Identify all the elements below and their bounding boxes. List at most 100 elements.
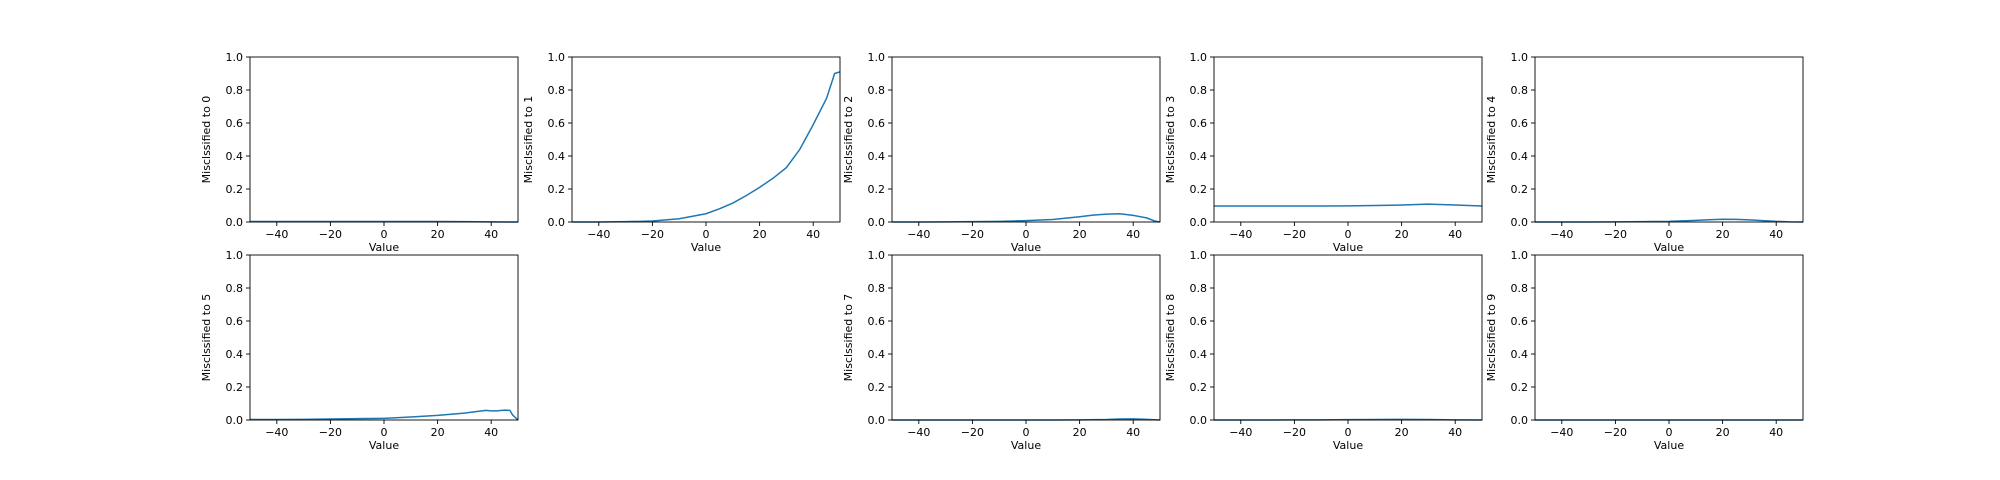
y-axis-label: Misclssified to 8 [1164, 294, 1177, 382]
y-tick-label: 0.8 [1511, 282, 1529, 295]
series-line [1214, 203, 1482, 207]
axes-frame [249, 56, 519, 223]
x-axis-label: Value [1654, 241, 1684, 254]
y-tick-label: 0.0 [1511, 414, 1529, 427]
y-axis-label: Misclssified to 4 [1485, 96, 1498, 184]
x-tick-label: 20 [431, 426, 445, 439]
axes-frame [891, 254, 1161, 421]
x-tick-label: 0 [1666, 228, 1673, 241]
y-tick-label: 0.0 [1511, 216, 1529, 229]
axes-frame [1534, 56, 1804, 223]
y-tick-label: 1.0 [226, 51, 244, 64]
x-axis-label: Value [691, 241, 721, 254]
x-tick-label: 20 [1395, 228, 1409, 241]
y-tick-label: 0.2 [1511, 381, 1529, 394]
x-tick-label: −40 [587, 228, 610, 241]
y-tick-label: 1.0 [868, 51, 886, 64]
y-tick-label: 0.6 [548, 117, 566, 130]
x-tick-label: 0 [1345, 426, 1352, 439]
y-tick-label: 0.6 [1511, 117, 1529, 130]
x-tick-label: −20 [319, 426, 342, 439]
x-tick-label: −20 [1604, 228, 1627, 241]
subplot-0: −40 −20 0 20 40 0.0 0.2 0.4 0.6 0.8 1.0 Value Miscls… [200, 51, 519, 254]
x-tick-label: −40 [1229, 426, 1252, 439]
x-tick-label: −20 [1283, 228, 1306, 241]
x-axis-label: Value [369, 241, 399, 254]
x-axis-label: Value [369, 439, 399, 452]
y-tick-label: 0.8 [1511, 84, 1529, 97]
axes-frame [1213, 56, 1483, 223]
y-tick-label: 1.0 [1511, 51, 1529, 64]
y-tick-label: 1.0 [226, 249, 244, 262]
y-tick-label: 1.0 [1511, 249, 1529, 262]
x-axis-label: Value [1011, 241, 1041, 254]
x-tick-label: 40 [1448, 228, 1462, 241]
subplot-7: −40 −20 0 20 40 0.0 0.2 0.4 0.6 0.8 1.0 Value Miscls… [1164, 249, 1483, 452]
y-tick-label: 0.6 [1190, 117, 1208, 130]
x-tick-label: 40 [806, 228, 820, 241]
y-tick-label: 0.4 [1511, 150, 1529, 163]
x-axis-label: Value [1011, 439, 1041, 452]
y-tick-label: 0.4 [1190, 150, 1208, 163]
x-tick-label: 0 [1666, 426, 1673, 439]
subplot-8: −40 −20 0 20 40 0.0 0.2 0.4 0.6 0.8 1.0 Value Miscls… [1485, 249, 1804, 452]
x-axis-label: Value [1333, 241, 1363, 254]
x-tick-label: −40 [265, 426, 288, 439]
axes-frame [571, 56, 841, 223]
x-tick-label: 0 [703, 228, 710, 241]
y-axis-label: Misclssified to 9 [1485, 294, 1498, 382]
x-tick-label: 20 [431, 228, 445, 241]
y-tick-label: 0.8 [548, 84, 566, 97]
y-tick-label: 0.2 [1190, 381, 1208, 394]
y-tick-label: 0.6 [226, 117, 244, 130]
y-tick-label: 1.0 [868, 249, 886, 262]
x-tick-label: −20 [961, 228, 984, 241]
y-tick-label: 0.0 [1190, 216, 1208, 229]
y-tick-label: 0.8 [868, 84, 886, 97]
y-tick-label: 0.8 [226, 282, 244, 295]
y-tick-label: 0.8 [226, 84, 244, 97]
axes-frame [1213, 254, 1483, 421]
x-tick-label: −40 [1550, 426, 1573, 439]
y-tick-label: 1.0 [548, 51, 566, 64]
series-line [892, 212, 1160, 223]
axes-frame [249, 254, 519, 421]
x-tick-label: 20 [1073, 228, 1087, 241]
x-tick-label: 40 [1126, 426, 1140, 439]
y-tick-label: 0.4 [868, 348, 886, 361]
x-tick-label: 40 [484, 426, 498, 439]
y-axis-label: Misclssified to 2 [842, 96, 855, 184]
y-axis-label: Misclssified to 1 [522, 96, 535, 184]
y-tick-label: 0.2 [226, 381, 244, 394]
y-tick-label: 0.0 [226, 414, 244, 427]
x-tick-label: −20 [319, 228, 342, 241]
y-tick-label: 0.6 [1190, 315, 1208, 328]
x-tick-label: −40 [1229, 228, 1252, 241]
y-tick-label: 0.4 [226, 150, 244, 163]
y-tick-label: 0.6 [226, 315, 244, 328]
y-tick-label: 0.0 [548, 216, 566, 229]
x-tick-label: 40 [1769, 228, 1783, 241]
x-tick-label: −20 [961, 426, 984, 439]
y-tick-label: 1.0 [1190, 51, 1208, 64]
x-tick-label: 20 [1073, 426, 1087, 439]
x-tick-label: 0 [1023, 228, 1030, 241]
x-axis-label: Value [1333, 439, 1363, 452]
x-tick-label: 20 [1395, 426, 1409, 439]
y-tick-label: 0.0 [868, 414, 886, 427]
y-tick-label: 0.6 [868, 315, 886, 328]
y-tick-label: 0.2 [1190, 183, 1208, 196]
y-tick-label: 0.4 [226, 348, 244, 361]
y-axis-label: Misclssified to 3 [1164, 96, 1177, 184]
y-tick-label: 0.2 [1511, 183, 1529, 196]
y-tick-label: 0.0 [868, 216, 886, 229]
y-tick-label: 0.0 [226, 216, 244, 229]
axes-frame [1534, 254, 1804, 421]
y-tick-label: 0.8 [1190, 282, 1208, 295]
series-line [250, 409, 518, 421]
x-tick-label: −20 [1283, 426, 1306, 439]
x-tick-label: 40 [1769, 426, 1783, 439]
y-axis-label: Misclssified to 0 [200, 96, 213, 184]
x-tick-label: −40 [907, 426, 930, 439]
